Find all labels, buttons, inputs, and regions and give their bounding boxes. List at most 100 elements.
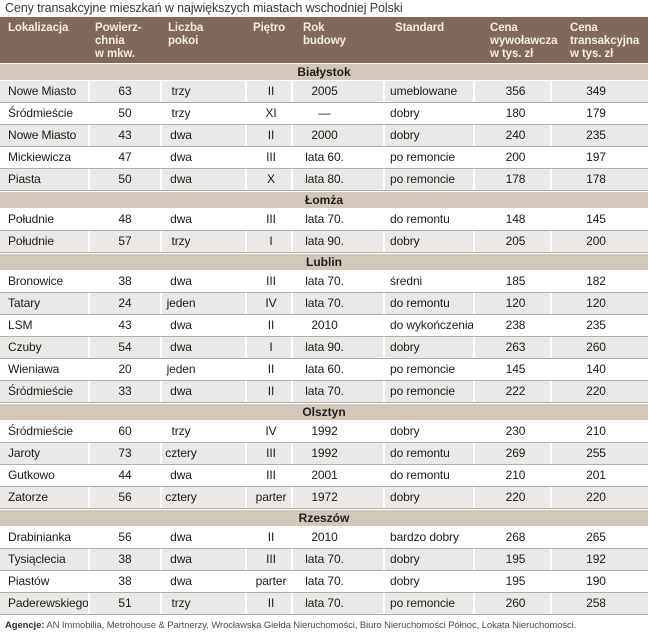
cell-liczba-pokoi: dwa — [170, 574, 192, 588]
cell-pietro: II — [247, 125, 291, 146]
cell-standard: do remontu — [390, 468, 450, 482]
cell-standard: po remoncie — [390, 150, 455, 164]
cell-liczba-pokoi: dwa — [170, 274, 192, 288]
cell-liczba-pokoi: dwa — [162, 381, 245, 402]
cell-standard: dobry — [385, 125, 473, 146]
cell-cena-wywolawcza: 178 — [475, 169, 550, 190]
cell-cena-transakcyjna: 210 — [586, 424, 606, 438]
cell-powierzchnia: 43 — [90, 125, 160, 146]
cell-rok-budowy: lata 60. — [305, 362, 344, 376]
table-row: Gutkowo 44 dwa III 2001 do remontu 210 201 — [0, 465, 648, 487]
cell-standard: do wykończenia — [390, 318, 473, 332]
column-header-cena-wywolawcza: Cena wywoławcza w tys. zł — [490, 22, 558, 60]
cell-pietro: parter — [255, 574, 287, 588]
cell-lokalizacja: Piastów — [8, 574, 50, 588]
cell-cena-wywolawcza: 148 — [505, 212, 526, 226]
cell-liczba-pokoi: trzy — [162, 81, 245, 102]
section-header: Rzeszów — [0, 509, 648, 527]
cell-liczba-pokoi: dwa — [162, 337, 245, 358]
cell-standard: dobry — [385, 231, 473, 252]
cell-cena-wywolawcza: 195 — [505, 574, 526, 588]
cell-liczba-pokoi: jeden — [166, 362, 196, 376]
column-header-rok-budowy: Rok budowy — [303, 22, 346, 47]
cell-rok-budowy: lata 70. — [305, 212, 344, 226]
cell-cena-wywolawcza: 238 — [505, 318, 526, 332]
cell-liczba-pokoi: trzy — [162, 231, 245, 252]
column-header-powierzchnia: Powierz- chnia w mkw. — [95, 22, 142, 60]
cell-powierzchnia: 73 — [90, 443, 160, 464]
table-row: Śródmieście 50 trzy XI — dobry 180 179 — [0, 103, 648, 125]
table-body: Białystok Nowe Miasto 63 trzy II 2005 umeblowa… — [0, 63, 648, 615]
source-note: Agencje: AN Immobilia, Metrohouse & Part… — [0, 615, 648, 632]
cell-rok-budowy: 1992 — [311, 424, 338, 438]
cell-cena-transakcyjna: 145 — [586, 212, 606, 226]
cell-rok-budowy: 2010 — [311, 530, 338, 544]
source-note-label: Agencje: — [5, 620, 45, 631]
cell-liczba-pokoi: cztery — [162, 443, 245, 464]
cell-lokalizacja: Południe — [8, 212, 54, 226]
cell-powierzchnia: 48 — [118, 212, 132, 226]
cell-liczba-pokoi: trzy — [171, 106, 191, 120]
cell-powierzchnia: 51 — [90, 593, 160, 614]
cell-pietro: III — [266, 274, 276, 288]
cell-cena-transakcyjna: 349 — [552, 81, 648, 102]
column-header-standard: Standard — [395, 22, 445, 34]
cell-rok-budowy: — — [318, 106, 331, 120]
cell-rok-budowy: lata 80. — [293, 169, 383, 190]
cell-standard: po remoncie — [385, 381, 473, 402]
cell-liczba-pokoi: dwa — [162, 169, 245, 190]
cell-liczba-pokoi: dwa — [170, 318, 192, 332]
cell-powierzchnia: 24 — [90, 293, 160, 314]
cell-lokalizacja: Nowe Miasto — [0, 125, 88, 146]
cell-cena-transakcyjna: 197 — [586, 150, 606, 164]
cell-cena-transakcyjna: 220 — [552, 487, 648, 508]
cell-pietro: I — [247, 337, 291, 358]
cell-powierzchnia: 38 — [118, 274, 132, 288]
cell-liczba-pokoi: cztery — [162, 487, 245, 508]
cell-powierzchnia: 56 — [90, 487, 160, 508]
cell-lokalizacja: Południe — [0, 231, 88, 252]
cell-rok-budowy: 1972 — [293, 487, 383, 508]
cell-liczba-pokoi: dwa — [162, 549, 245, 570]
cell-rok-budowy: lata 90. — [293, 337, 383, 358]
cell-standard: bardzo dobry — [390, 530, 459, 544]
cell-lokalizacja: Mickiewicza — [8, 150, 71, 164]
cell-lokalizacja: Wieniawa — [8, 362, 60, 376]
cell-cena-wywolawcza: 222 — [475, 381, 550, 402]
cell-cena-wywolawcza: 210 — [505, 468, 526, 482]
cell-powierzchnia: 38 — [118, 574, 132, 588]
column-header-liczba-pokoi: Liczba pokoi — [168, 22, 204, 47]
section-header: Łomża — [0, 191, 648, 209]
cell-lokalizacja: Gutkowo — [8, 468, 55, 482]
table-row: Paderewskiego 51 trzy II lata 70. po remoncie… — [0, 593, 648, 615]
cell-cena-wywolawcza: 220 — [475, 487, 550, 508]
cell-lokalizacja: Bronowice — [8, 274, 64, 288]
cell-rok-budowy: lata 70. — [305, 574, 344, 588]
cell-powierzchnia: 20 — [118, 362, 132, 376]
cell-liczba-pokoi: trzy — [162, 593, 245, 614]
cell-cena-transakcyjna: 265 — [586, 530, 606, 544]
cell-powierzchnia: 54 — [90, 337, 160, 358]
cell-cena-wywolawcza: 230 — [505, 424, 526, 438]
table-row: Nowe Miasto 43 dwa II 2000 dobry 240 235 — [0, 125, 648, 147]
cell-cena-wywolawcza: 180 — [505, 106, 526, 120]
cell-pietro: III — [266, 212, 276, 226]
cell-standard: średni — [390, 274, 423, 288]
cell-liczba-pokoi: dwa — [170, 468, 192, 482]
cell-liczba-pokoi: dwa — [170, 212, 192, 226]
cell-rok-budowy: 2010 — [311, 318, 338, 332]
cell-cena-wywolawcza: 263 — [475, 337, 550, 358]
cell-powierzchnia: 50 — [118, 106, 132, 120]
cell-standard: dobry — [390, 574, 420, 588]
section-header: Białystok — [0, 63, 648, 81]
cell-pietro: III — [247, 443, 291, 464]
cell-cena-wywolawcza: 200 — [505, 150, 526, 164]
cell-cena-transakcyjna: 220 — [552, 381, 648, 402]
table-row: LSM 43 dwa II 2010 do wykończenia 238 235 — [0, 315, 648, 337]
cell-standard: do remontu — [385, 293, 473, 314]
cell-cena-transakcyjna: 182 — [586, 274, 606, 288]
cell-rok-budowy: lata 70. — [293, 381, 383, 402]
table-header-row: Lokalizacja Powierz- chnia w mkw. Liczba… — [0, 17, 648, 63]
